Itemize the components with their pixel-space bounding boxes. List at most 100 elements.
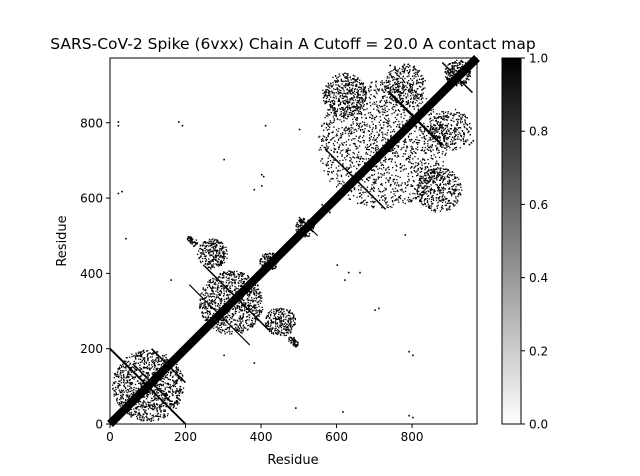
contact-cell: [353, 95, 355, 97]
contact-cell: [398, 120, 400, 123]
contact-cell: [220, 332, 222, 334]
contact-cell: [466, 74, 468, 76]
contact-cell: [256, 306, 258, 309]
contact-cell: [154, 395, 156, 397]
contact-cell: [176, 368, 178, 370]
contact-cell: [374, 165, 376, 168]
contact-cell: [412, 100, 414, 103]
contact-cell: [122, 370, 124, 372]
contact-cell: [366, 103, 368, 105]
contact-cell: [277, 329, 279, 331]
contact-cell: [454, 62, 456, 64]
contact-cell: [383, 111, 385, 114]
contact-cell: [221, 276, 224, 279]
contact-cell: [362, 109, 365, 111]
contact-cell: [389, 150, 391, 152]
contact-cell: [393, 100, 395, 102]
contact-cell: [334, 88, 337, 91]
contact-cell: [248, 290, 250, 292]
contact-cell: [357, 91, 359, 93]
contact-cell: [377, 172, 379, 174]
contact-cell: [213, 240, 215, 242]
contact-cell: [338, 127, 340, 130]
contact-cell: [148, 373, 150, 375]
contact-cell: [118, 375, 120, 377]
contact-cell: [343, 113, 345, 116]
contact-cell: [176, 390, 178, 392]
contact-cell: [326, 148, 328, 151]
contact-cell: [140, 383, 142, 385]
contact-cell: [390, 126, 392, 128]
contact-cell: [358, 165, 360, 167]
contact-cell: [204, 257, 207, 259]
contact-cell: [345, 141, 347, 143]
contact-cell: [375, 145, 377, 147]
contact-cell: [156, 389, 158, 391]
contact-cell: [220, 323, 223, 325]
contact-cell: [138, 351, 140, 353]
contact-cell: [326, 112, 329, 114]
contact-cell: [420, 102, 422, 105]
contact-cell: [380, 173, 382, 175]
contact-cell: [325, 115, 328, 117]
contact-cell: [289, 318, 291, 321]
contact-cell: [392, 178, 394, 181]
contact-cell: [248, 314, 250, 316]
contact-cell: [176, 397, 179, 399]
contact-cell: [432, 119, 434, 121]
contact-cell: [280, 334, 282, 336]
contact-cell: [146, 355, 148, 357]
contact-cell: [370, 113, 372, 116]
contact-cell: [347, 133, 350, 135]
contact-cell: [360, 126, 362, 128]
contact-cell: [220, 263, 222, 265]
contact-cell: [304, 235, 306, 237]
contact-cell: [385, 102, 387, 104]
contact-cell: [208, 238, 211, 240]
contact-cell: [289, 323, 291, 325]
contact-cell: [125, 369, 127, 371]
contact-cell: [268, 317, 271, 319]
contact-cell: [219, 289, 222, 292]
contact-cell: [354, 75, 356, 77]
contact-cell: [241, 306, 243, 308]
contact-cell: [277, 318, 280, 320]
contact-cell: [117, 393, 119, 396]
contact-cell: [398, 110, 401, 112]
contact-cell: [351, 78, 354, 80]
contact-cell: [210, 268, 212, 270]
contact-cell: [235, 276, 237, 278]
contact-cell: [234, 289, 237, 291]
contact-cell: [259, 263, 261, 265]
contact-cell: [294, 322, 296, 324]
contact-cell: [127, 376, 129, 379]
contact-cell: [269, 315, 272, 317]
contact-cell: [336, 81, 338, 83]
contact-cell: [333, 144, 335, 147]
contact-cell: [256, 301, 258, 303]
contact-cell: [329, 114, 331, 116]
contact-cell: [259, 302, 262, 304]
contact-cell: [329, 104, 331, 106]
contact-cell: [275, 308, 277, 311]
contact-cell: [286, 310, 288, 312]
contact-cell: [134, 411, 136, 413]
contact-cell: [328, 92, 330, 94]
contact-cell: [322, 89, 324, 91]
contact-cell: [391, 97, 393, 99]
contact-cell: [344, 76, 346, 78]
contact-cell: [164, 376, 166, 378]
contact-cell: [329, 105, 331, 107]
contact-cell: [360, 202, 362, 204]
contact-cell: [356, 113, 358, 115]
contact-cell: [212, 248, 215, 250]
contact-cell: [337, 184, 339, 186]
contact-cell: [386, 125, 389, 128]
contact-cell: [327, 94, 329, 96]
contact-cell: [157, 415, 159, 418]
contact-cell: [387, 206, 389, 209]
contact-cell: [276, 308, 278, 310]
contact-cell: [241, 298, 243, 301]
contact-cell: [330, 104, 332, 107]
contact-cell: [356, 91, 358, 94]
